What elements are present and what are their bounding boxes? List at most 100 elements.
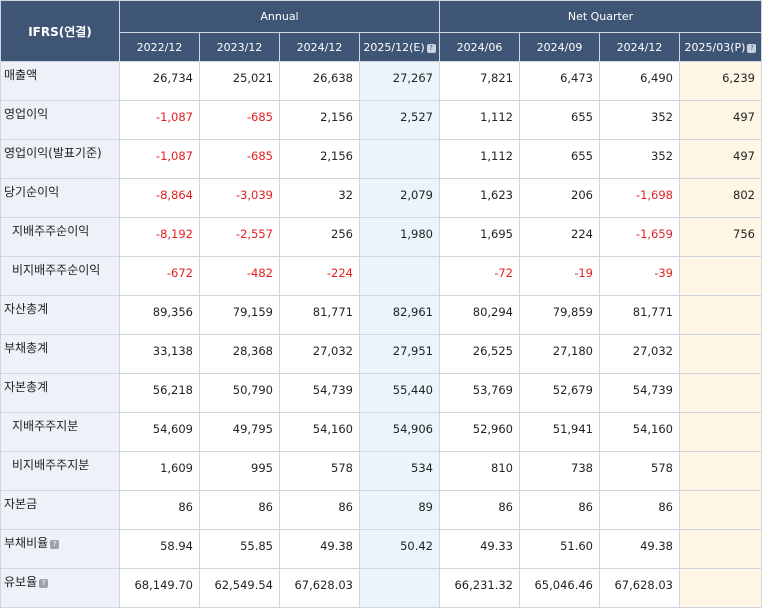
value-cell: 655 [519, 100, 600, 140]
row-label-text: 자본금 [4, 497, 38, 511]
table-row: 부채총계 33,138 28,368 27,032 27,951 26,525 27,180… [0, 334, 762, 374]
value-cell: 497 [679, 100, 762, 140]
value-cell: 2,079 [359, 178, 440, 218]
value-cell: 33,138 [119, 334, 200, 374]
value-cell: 995 [199, 451, 280, 491]
value-cell [679, 295, 762, 335]
value-cell: 81,771 [599, 295, 680, 335]
value-cell: -482 [199, 256, 280, 296]
value-cell: 86 [119, 490, 200, 530]
period-header: 2025/03(P)? [679, 32, 762, 62]
value-cell [679, 256, 762, 296]
table-row: 유보율? 68,149.70 62,549.54 67,628.03 66,231.32… [0, 568, 762, 608]
value-cell [679, 373, 762, 413]
value-cell: -8,864 [119, 178, 200, 218]
value-cell [679, 412, 762, 452]
value-cell: 352 [599, 139, 680, 179]
help-icon[interactable]: ? [50, 540, 60, 549]
row-label: 자산총계 [0, 295, 120, 335]
row-label-text: 지배주주순이익 [12, 224, 90, 238]
row-label-text: 영업이익 [4, 107, 49, 121]
value-cell: -39 [599, 256, 680, 296]
value-cell: 6,490 [599, 61, 680, 101]
value-cell: 51,941 [519, 412, 600, 452]
value-cell: 27,032 [279, 334, 360, 374]
table-row: 자산총계 89,356 79,159 81,771 82,961 80,294 79,859… [0, 295, 762, 335]
table-row: 지배주주지분 54,609 49,795 54,160 54,906 52,960 51,9… [0, 412, 762, 452]
value-cell [359, 256, 440, 296]
value-cell: 802 [679, 178, 762, 218]
table-row: 당기순이익 -8,864 -3,039 32 2,079 1,623 206 -1,698 80… [0, 178, 762, 218]
value-cell [679, 529, 762, 569]
value-cell: 55,440 [359, 373, 440, 413]
value-cell: 81,771 [279, 295, 360, 335]
value-cell: 26,734 [119, 61, 200, 101]
row-label-text: 자산총계 [4, 302, 49, 316]
value-cell: 224 [519, 217, 600, 257]
value-cell: 62,549.54 [199, 568, 280, 608]
value-cell: 256 [279, 217, 360, 257]
value-cell: 54,160 [599, 412, 680, 452]
row-label: 유보율? [0, 568, 120, 608]
table-row: 영업이익(발표기준) -1,087 -685 2,156 1,112 655 352 497 [0, 139, 762, 179]
row-label: 비지배주주순이익 [0, 256, 120, 296]
period-header: 2024/06 [439, 32, 520, 62]
value-cell: 89 [359, 490, 440, 530]
value-cell: 89,356 [119, 295, 200, 335]
value-cell: 49.38 [599, 529, 680, 569]
value-cell: -1,698 [599, 178, 680, 218]
row-label-text: 지배주주지분 [12, 419, 79, 433]
period-label: 2024/09 [536, 40, 583, 54]
period-label: 2024/12 [616, 40, 663, 54]
row-label: 비지배주주지분 [0, 451, 120, 491]
value-cell: 6,239 [679, 61, 762, 101]
value-cell: 86 [439, 490, 520, 530]
period-label: 2024/06 [456, 40, 503, 54]
value-cell [359, 139, 440, 179]
value-cell: 6,473 [519, 61, 600, 101]
row-label: 지배주주순이익 [0, 217, 120, 257]
value-cell: 67,628.03 [279, 568, 360, 608]
financial-rows: 매출액 26,734 25,021 26,638 27,267 7,821 6,473 6,4… [0, 61, 762, 608]
value-cell: -224 [279, 256, 360, 296]
period-header: 2025/12(E)? [359, 32, 440, 62]
value-cell [679, 451, 762, 491]
value-cell: 54,160 [279, 412, 360, 452]
help-icon[interactable]: ? [39, 579, 49, 588]
value-cell: 26,525 [439, 334, 520, 374]
value-cell: 49.33 [439, 529, 520, 569]
value-cell: 50,790 [199, 373, 280, 413]
value-cell: -72 [439, 256, 520, 296]
row-label-text: 비지배주주순이익 [12, 263, 101, 277]
help-icon[interactable]: ? [426, 43, 436, 53]
net-quarter-group-header: Net Quarter [439, 0, 762, 33]
value-cell: 1,112 [439, 139, 520, 179]
value-cell: 26,638 [279, 61, 360, 101]
period-header: 2024/09 [519, 32, 600, 62]
value-cell: -1,659 [599, 217, 680, 257]
value-cell: -1,087 [119, 139, 200, 179]
row-label-text: 매출액 [4, 68, 38, 82]
help-icon[interactable]: ? [747, 43, 757, 53]
value-cell: -3,039 [199, 178, 280, 218]
value-cell: 497 [679, 139, 762, 179]
value-cell: 1,609 [119, 451, 200, 491]
value-cell [679, 334, 762, 374]
row-label: 영업이익 [0, 100, 120, 140]
value-cell: 756 [679, 217, 762, 257]
value-cell: 49.38 [279, 529, 360, 569]
table-row: 자본금 86 86 86 89 86 86 86 [0, 490, 762, 530]
value-cell: 655 [519, 139, 600, 179]
value-cell [359, 568, 440, 608]
value-cell: 82,961 [359, 295, 440, 335]
value-cell: 86 [199, 490, 280, 530]
value-cell: -672 [119, 256, 200, 296]
period-header: 2024/12 [599, 32, 680, 62]
value-cell: 32 [279, 178, 360, 218]
value-cell: 1,623 [439, 178, 520, 218]
value-cell: 54,739 [279, 373, 360, 413]
value-cell: 534 [359, 451, 440, 491]
table-row: 영업이익 -1,087 -685 2,156 2,527 1,112 655 352 497 [0, 100, 762, 140]
value-cell: -19 [519, 256, 600, 296]
